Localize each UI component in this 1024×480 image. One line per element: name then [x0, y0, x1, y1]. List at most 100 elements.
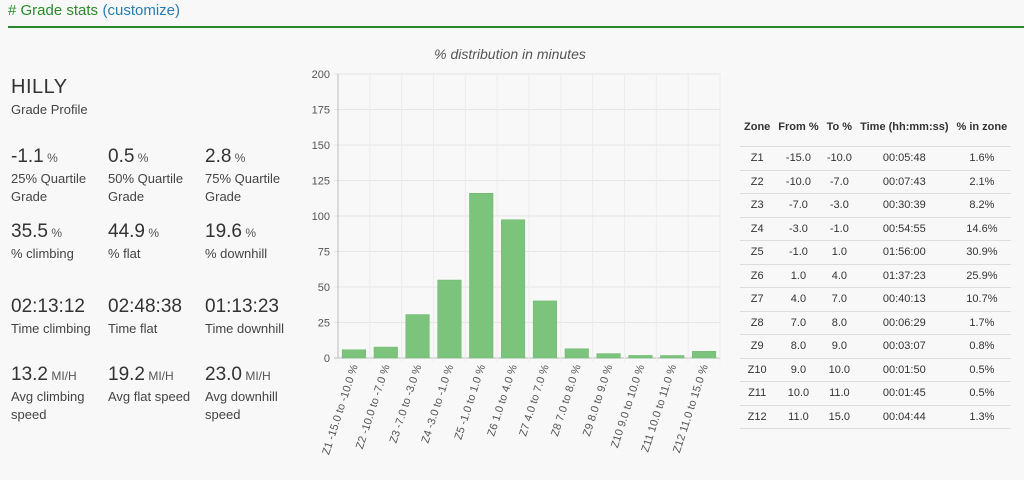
table-cell: -10.0 — [774, 169, 823, 194]
table-cell: 25.9% — [952, 263, 1012, 288]
stat-value: 19.2 MI/H — [108, 364, 208, 386]
table-cell: 7.0 — [822, 287, 857, 311]
stat-label: 50% Quartile Grade — [108, 171, 184, 204]
zone-table-header: Zone From % To % Time (hh:mm:ss) % in zone — [740, 108, 1011, 147]
table-cell: 4.0 — [774, 287, 823, 311]
table-cell: -15.0 — [774, 146, 823, 170]
table-cell: 10.0 — [774, 381, 823, 405]
table-row: Z6 1.0 4.0 01:37:23 25.9% — [740, 263, 1012, 288]
stat-value: -1.1 % — [11, 146, 111, 168]
stat-value: 02:13:12 — [11, 296, 111, 318]
table-cell: 00:54:55 — [856, 216, 953, 241]
x-tick-label: Z7 4.0 to 7.0 % — [517, 363, 552, 438]
stat-item: 19.2 MI/H Avg flat speed — [108, 364, 208, 406]
table-cell: 00:07:43 — [856, 169, 953, 194]
y-tick-label: 175 — [312, 105, 330, 117]
stat-item: 13.2 MI/H Avg climbing speed — [11, 364, 111, 424]
table-cell: Z7 — [740, 287, 775, 311]
stat-unit: % — [134, 151, 149, 165]
bar — [692, 351, 717, 359]
table-cell: -1.0 — [774, 240, 823, 264]
x-tick-label: Z9 8.0 to 9.0 % — [581, 363, 616, 438]
table-cell: 1.7% — [952, 310, 1012, 335]
stat-value-number: 19.2 — [108, 364, 145, 385]
stat-value: 44.9 % — [108, 221, 208, 243]
zone-table-body: Z1 -15.0 -10.0 00:05:48 1.6% Z2 -10.0 -7.0 00:07… — [740, 146, 1012, 429]
x-tick-label: Z5 -1.0 to 1.0 % — [453, 363, 489, 441]
stat-item: 01:13:23 Time downhill — [205, 296, 305, 338]
table-cell: Z11 — [740, 381, 775, 405]
table-row: Z4 -3.0 -1.0 00:54:55 14.6% — [740, 216, 1012, 241]
stat-value-number: 13.2 — [11, 364, 48, 385]
x-tick-label: Z6 1.0 to 4.0 % — [485, 363, 520, 438]
section-header: # Grade stats (customize) — [8, 2, 1024, 28]
stat-unit: MI/H — [47, 369, 77, 383]
zone-table-column-header: % in zone — [956, 121, 1008, 133]
table-cell: 1.0 — [822, 240, 857, 264]
table-cell: 00:03:07 — [856, 334, 953, 358]
bar — [469, 193, 494, 359]
stat-value-number: 44.9 — [108, 221, 145, 242]
table-cell: 7.0 — [774, 310, 823, 335]
stat-value-number: 0.5 — [108, 146, 135, 167]
table-row: Z3 -7.0 -3.0 00:30:39 8.2% — [740, 193, 1012, 217]
table-cell: 2.1% — [952, 169, 1012, 194]
bar — [405, 314, 430, 359]
stat-label: Avg climbing speed — [11, 389, 85, 422]
stat-label: 25% Quartile Grade — [11, 171, 87, 204]
table-cell: -3.0 — [822, 193, 857, 217]
table-cell: 00:05:48 — [856, 146, 953, 170]
stat-label: Avg downhill speed — [205, 389, 278, 422]
table-cell: 9.0 — [774, 357, 823, 382]
stat-item: 35.5 % % climbing — [11, 221, 111, 263]
bar — [373, 346, 398, 359]
stat-item: 02:13:12 Time climbing — [11, 296, 111, 338]
stat-value: 35.5 % — [11, 221, 111, 243]
customize-link[interactable]: (customize) — [102, 2, 181, 19]
stat-item: 19.6 % % downhill — [205, 221, 305, 263]
table-cell: 1.0 — [774, 263, 823, 288]
y-tick-label: 50 — [318, 282, 330, 294]
bar — [564, 348, 589, 359]
table-row: Z10 9.0 10.0 00:01:50 0.5% — [740, 357, 1012, 382]
table-cell: Z12 — [740, 404, 775, 429]
x-tick-label: Z3 -7.0 to -3.0 % — [388, 363, 425, 445]
stat-item: 0.5 % 50% Quartile Grade — [108, 146, 208, 206]
stat-value: 02:48:38 — [108, 296, 208, 318]
x-tick-label: Z2 -10.0 to -7.0 % — [354, 363, 393, 451]
zone-table: Zone From % To % Time (hh:mm:ss) % in zone Z… — [740, 108, 1012, 429]
table-cell: Z3 — [740, 193, 775, 217]
table-cell: Z8 — [740, 310, 775, 335]
stat-label: Time climbing — [11, 321, 91, 336]
stat-item: 2.8 % 75% Quartile Grade — [205, 146, 305, 206]
table-cell: 11.0 — [822, 381, 857, 405]
table-cell: Z4 — [740, 216, 775, 241]
table-cell: 4.0 — [822, 263, 857, 288]
table-cell: Z10 — [740, 357, 775, 382]
table-cell: -10.0 — [822, 146, 857, 170]
stat-label: 75% Quartile Grade — [205, 171, 281, 204]
bar — [341, 349, 366, 359]
table-cell: 8.0 — [774, 334, 823, 358]
table-cell: 1.6% — [952, 146, 1012, 170]
table-cell: -1.0 — [822, 216, 857, 241]
table-cell: -7.0 — [822, 169, 857, 194]
stat-item: 44.9 %% flat — [108, 221, 208, 263]
stat-item: -1.1 % 25% Quartile Grade — [11, 146, 111, 206]
y-tick-label: 75 — [318, 247, 330, 259]
table-cell: 01:56:00 — [856, 240, 953, 264]
y-tick-label: 100 — [312, 211, 330, 223]
stat-value: 2.8 % — [205, 146, 305, 168]
y-tick-label: 25 — [318, 318, 330, 330]
table-cell: 15.0 — [822, 404, 857, 429]
table-cell: -3.0 — [774, 216, 823, 241]
stat-value: 01:13:23 — [205, 296, 305, 318]
table-cell: 30.9% — [952, 240, 1012, 264]
stat-unit: % — [47, 226, 62, 240]
table-cell: 01:37:23 — [856, 263, 953, 288]
stat-unit: MI/H — [241, 369, 271, 383]
table-row: Z8 7.0 8.0 00:06:29 1.7% — [740, 310, 1012, 335]
stat-value: 23.0 MI/H — [205, 364, 305, 386]
stat-value: 0.5 % — [108, 146, 208, 168]
